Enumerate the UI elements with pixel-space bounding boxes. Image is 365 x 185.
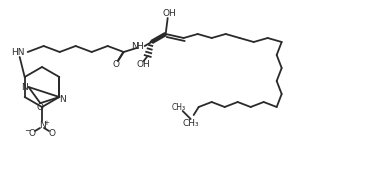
- Text: O: O: [36, 103, 43, 112]
- Text: O: O: [49, 130, 55, 139]
- Text: N: N: [39, 122, 45, 130]
- Text: +: +: [43, 120, 49, 126]
- Text: OH: OH: [163, 9, 177, 18]
- Text: N: N: [21, 83, 28, 92]
- Text: O: O: [28, 130, 35, 139]
- Text: O: O: [112, 60, 119, 68]
- Text: N: N: [131, 41, 138, 51]
- Text: H: H: [136, 41, 143, 51]
- Text: CH₃: CH₃: [172, 102, 186, 112]
- Text: N: N: [59, 95, 66, 103]
- Text: HN: HN: [11, 48, 24, 56]
- Text: OH: OH: [137, 60, 150, 68]
- Text: −: −: [24, 127, 30, 135]
- Text: CH₃: CH₃: [182, 120, 199, 129]
